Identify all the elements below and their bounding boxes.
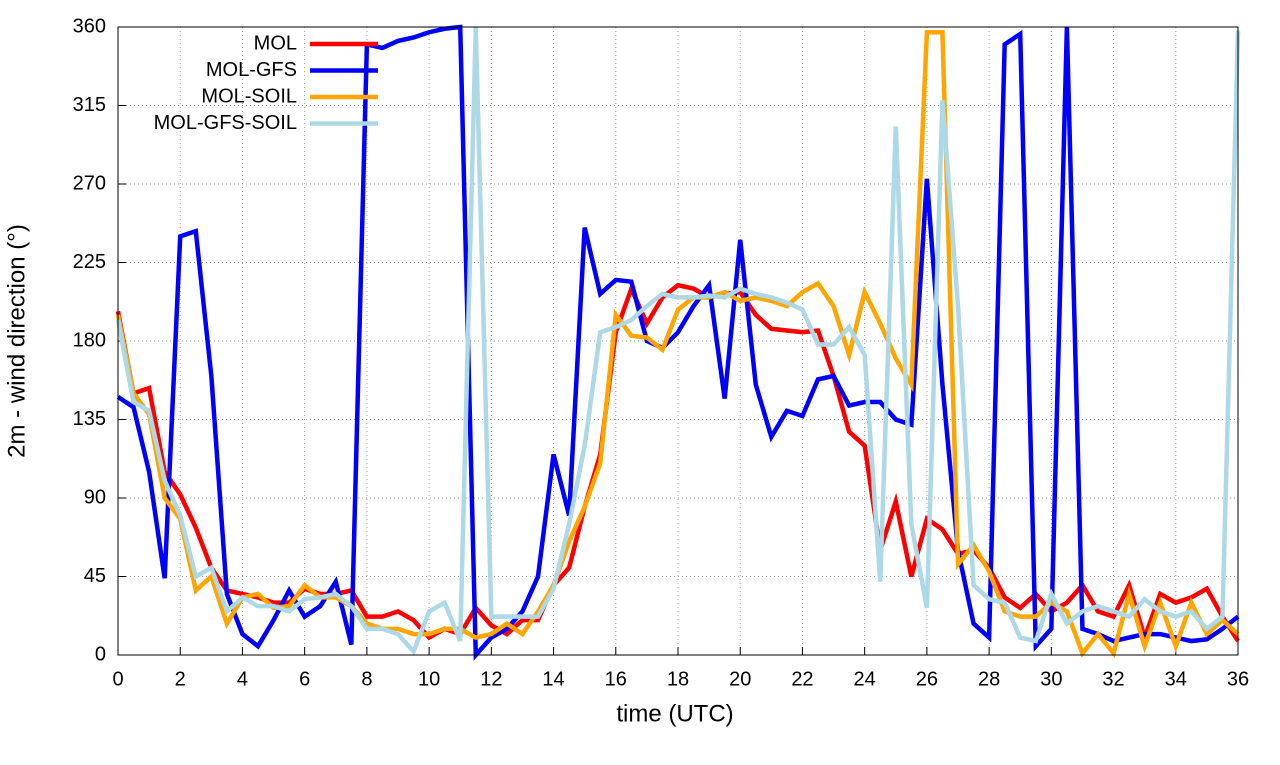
legend-label: MOL-SOIL	[201, 85, 297, 107]
x-axis-label: time (UTC)	[616, 700, 733, 727]
y-tick-label: 270	[73, 172, 106, 194]
y-tick-label: 315	[73, 94, 106, 116]
x-tick-label: 12	[480, 668, 502, 690]
y-tick-label: 360	[73, 15, 106, 37]
x-tick-label: 18	[667, 668, 689, 690]
y-tick-label: 45	[84, 565, 106, 587]
x-tick-label: 36	[1227, 668, 1249, 690]
x-tick-label: 24	[854, 668, 876, 690]
x-tick-label: 2	[175, 668, 186, 690]
series-line	[115, 26, 1241, 656]
x-tick-label: 32	[1102, 668, 1124, 690]
x-tick-label: 6	[299, 668, 310, 690]
series-line	[116, 24, 1240, 661]
y-tick-label: 135	[73, 408, 106, 430]
x-tick-label: 34	[1165, 668, 1187, 690]
y-tick-label: 180	[73, 329, 106, 351]
x-tick-label: 28	[978, 668, 1000, 690]
x-tick-label: 20	[729, 668, 751, 690]
x-tick-label: 4	[237, 668, 248, 690]
x-tick-label: 8	[361, 668, 372, 690]
y-tick-label: 225	[73, 251, 106, 273]
x-tick-label: 0	[112, 668, 123, 690]
y-tick-label: 90	[84, 486, 106, 508]
x-tick-label: 22	[791, 668, 813, 690]
x-tick-label: 10	[418, 668, 440, 690]
series-line	[115, 29, 1240, 659]
x-tick-label: 30	[1040, 668, 1062, 690]
x-tick-label: 14	[542, 668, 564, 690]
x-tick-label: 16	[605, 668, 627, 690]
plot-frame	[117, 26, 1239, 656]
legend-label: MOL-GFS-SOIL	[154, 112, 297, 134]
y-axis-label: 2m - wind direction (°)	[3, 224, 30, 458]
x-tick-label: 26	[916, 668, 938, 690]
legend-label: MOL	[254, 32, 297, 54]
y-tick-label: 0	[95, 643, 106, 665]
legend-label: MOL-GFS	[206, 59, 297, 81]
